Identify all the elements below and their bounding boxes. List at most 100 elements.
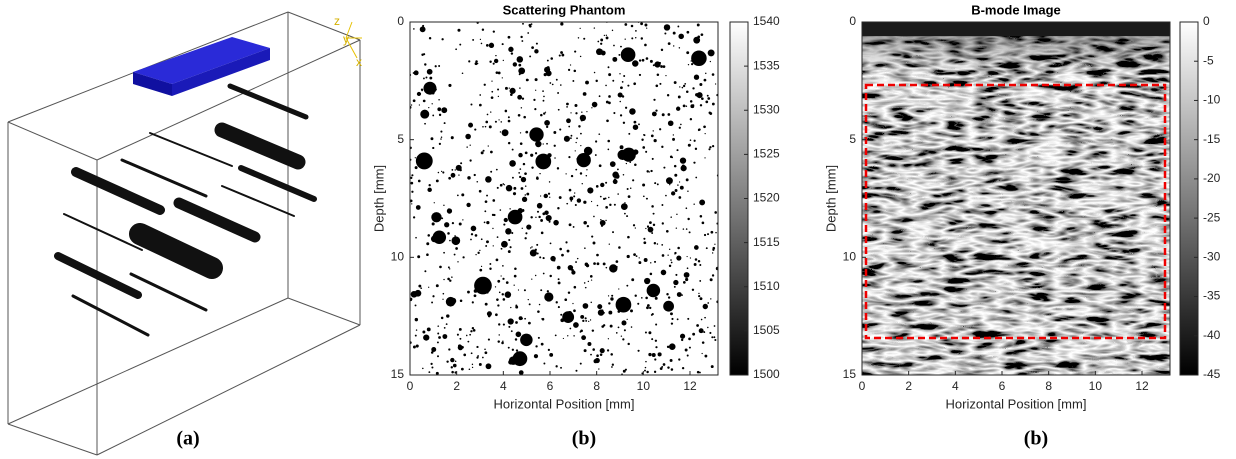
scatterer [612,231,614,234]
scatterer [587,280,590,283]
rods [54,83,317,337]
scatterer [709,278,713,282]
scatterer [693,161,696,164]
scatterer [593,262,596,265]
scatterer [699,264,702,267]
scatterer [485,176,492,183]
scatterer [539,172,541,175]
scatterer [502,59,504,62]
scatterer [503,217,508,223]
scatterer [501,341,504,345]
scatterer [561,53,565,57]
scatterer [479,38,482,41]
scatterer [507,209,523,225]
scatterer [649,59,653,63]
scatterer [541,317,545,321]
scatterer [685,178,689,182]
scatterer [560,51,563,54]
scatterer [611,366,613,368]
scatterer [528,321,531,325]
x-tick-label: 6 [999,379,1006,393]
scatterer [670,216,672,218]
scatterer [633,82,637,86]
scatterer [581,335,587,341]
scatterer [557,108,560,111]
scatterer [492,245,494,247]
scatterer [534,152,538,155]
scatterer [699,199,706,206]
scatterer [414,334,417,337]
scatterer [583,220,587,225]
scatterer [573,322,579,328]
scatterer [631,37,634,40]
scatterer [572,302,574,305]
scatterer [687,190,689,192]
scatterer [507,116,510,119]
scatterer [652,223,656,227]
scatterer [519,142,523,145]
scatterer [507,250,511,254]
scatterer [427,234,431,237]
scatterer [605,181,608,184]
scatterer [573,335,575,337]
scatterer [502,323,505,326]
scatterer [653,98,656,101]
scatterer [529,24,532,28]
scatterer [606,349,610,352]
scatterer [584,247,586,249]
scatterer [612,179,618,185]
scatterer [422,99,426,103]
scatterer [511,231,514,235]
scatterer [430,362,433,365]
scatterer [632,224,636,227]
scatterer [629,187,632,190]
scatterer [524,194,527,196]
scatterer [644,366,647,369]
x-tick-label: 0 [407,379,414,393]
scatterer [521,97,525,100]
scatterer [607,148,610,151]
y-tick-label: 0 [397,14,404,28]
scatterer [482,149,485,152]
scatterer [644,23,648,27]
scatterer [454,360,457,362]
scatterer [411,203,413,205]
scatterer [471,363,474,366]
scatterer [646,225,650,228]
scatterer [661,254,665,257]
scatterer [680,123,682,126]
scatterer [605,219,607,222]
scatterer [478,189,482,193]
scatterer [656,183,659,186]
scatterer [563,135,570,142]
scatterer [542,257,545,260]
colorbar-tick-label: -40 [1203,328,1221,342]
scatterer [677,184,679,186]
scatterer [638,73,642,77]
scatterer [693,74,700,80]
scatterer [599,348,605,354]
scatterer [604,197,607,200]
scatterer [508,356,518,365]
y-axis-label: Depth [mm] [823,165,838,232]
scatterer [574,50,577,53]
scatterer [607,338,610,340]
scatterer [451,169,454,171]
scatterer [646,283,661,298]
scatterer [545,214,552,222]
scatterer [644,277,651,285]
scatterer [671,191,676,196]
scatterer [662,65,666,68]
scatterer [711,274,715,277]
scatterer [536,252,539,255]
scatterer [681,86,684,89]
scatterer [410,176,413,180]
scatterer [411,174,414,177]
scatterer [495,71,499,74]
scatterer [633,120,637,124]
image-plot [410,22,718,375]
scatterer [627,235,630,239]
scatterer [414,157,416,159]
scatterer [539,256,542,259]
colorbar-tick-label: -45 [1203,367,1221,381]
